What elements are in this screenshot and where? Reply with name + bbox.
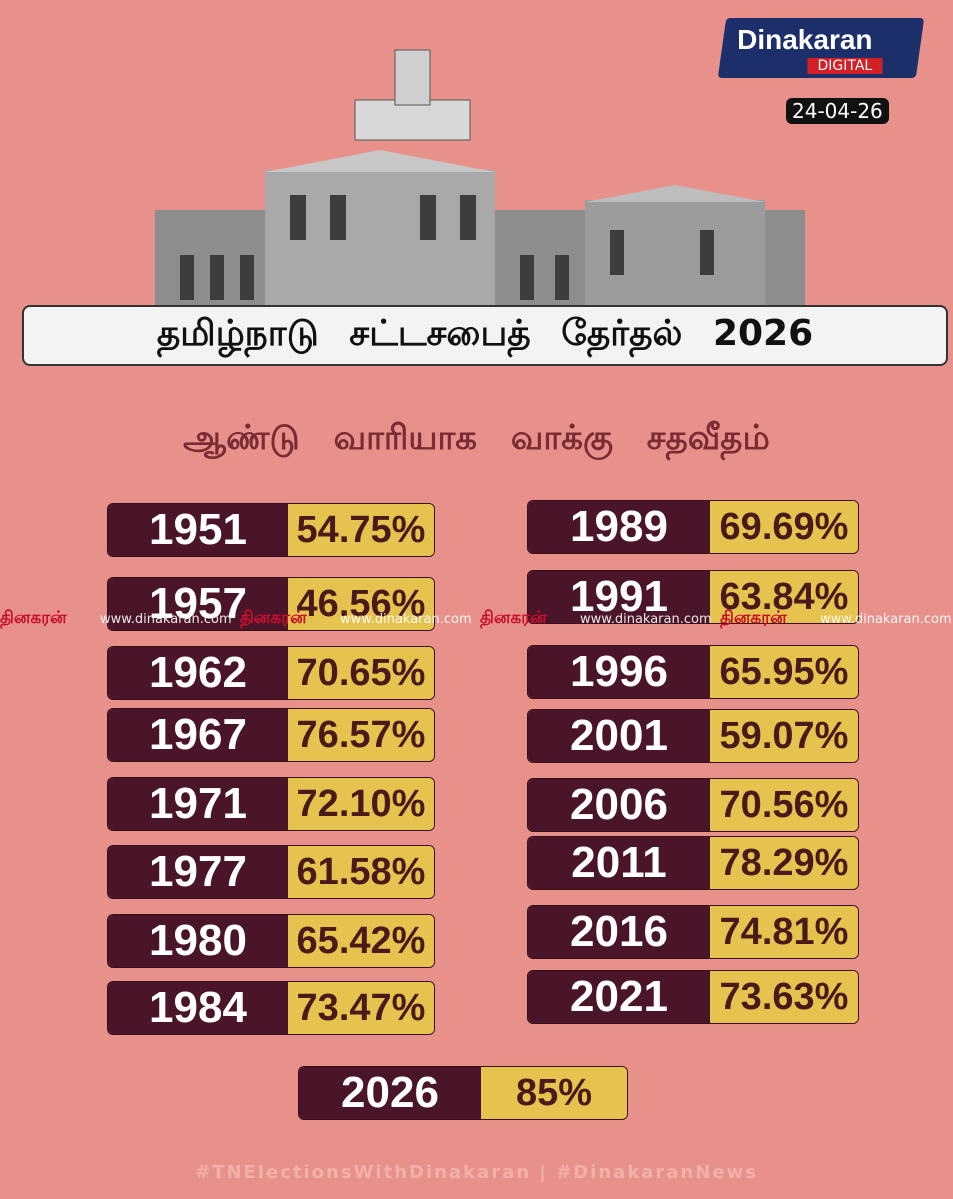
turnout-percent: 46.56% xyxy=(288,578,434,630)
year-row: 1996 65.95% xyxy=(527,645,859,699)
year-row: 1962 70.65% xyxy=(107,646,435,700)
watermark-url: www.dinakaran.com xyxy=(820,612,952,627)
turnout-percent: 63.84% xyxy=(710,571,858,623)
turnout-percent: 69.69% xyxy=(710,501,858,553)
year-row: 1984 73.47% xyxy=(107,981,435,1035)
turnout-percent: 65.95% xyxy=(710,646,858,698)
turnout-percent: 85% xyxy=(481,1067,627,1119)
watermark-brand: தினகரன் xyxy=(720,608,787,628)
turnout-percent: 73.63% xyxy=(710,971,858,1023)
watermark-url: www.dinakaran.com xyxy=(580,612,712,627)
year-row: 2006 70.56% xyxy=(527,778,859,832)
year: 2011 xyxy=(528,837,710,889)
title: தமிழ்நாடு சட்டசபைத் தேர்தல் 2026 xyxy=(22,305,948,366)
year: 2021 xyxy=(528,971,710,1023)
year: 1967 xyxy=(108,709,288,761)
watermark-brand: தினகரன் xyxy=(0,608,67,628)
year-row: 2001 59.07% xyxy=(527,709,859,763)
year: 1989 xyxy=(528,501,710,553)
year-row: 2026 85% xyxy=(298,1066,628,1120)
year-row: 1989 69.69% xyxy=(527,500,859,554)
watermark-url: www.dinakaran.com xyxy=(100,612,232,627)
year: 2016 xyxy=(528,906,710,958)
year: 1971 xyxy=(108,778,288,830)
turnout-percent: 59.07% xyxy=(710,710,858,762)
year-row: 1991 63.84% xyxy=(527,570,859,624)
year: 1977 xyxy=(108,846,288,898)
brand-logo: Dinakaran DIGITAL xyxy=(717,18,925,78)
watermark-brand: தினகரன் xyxy=(480,608,547,628)
watermark-brand: தினகரன் xyxy=(240,608,307,628)
year: 1991 xyxy=(528,571,710,623)
year: 1984 xyxy=(108,982,288,1034)
turnout-percent: 74.81% xyxy=(710,906,858,958)
turnout-percent: 54.75% xyxy=(288,504,434,556)
year: 1980 xyxy=(108,915,288,967)
year: 2001 xyxy=(528,710,710,762)
subtitle: ஆண்டு வாரியாக வாக்கு சதவீதம் xyxy=(183,418,770,458)
year-row: 1967 76.57% xyxy=(107,708,435,762)
year-row: 2016 74.81% xyxy=(527,905,859,959)
footer-hashtags: #TNElectionsWithDinakaran | #DinakaranNe… xyxy=(195,1162,758,1183)
year-row: 1957 46.56% xyxy=(107,577,435,631)
year: 2026 xyxy=(299,1067,481,1119)
year: 2006 xyxy=(528,779,710,831)
year-row: 1971 72.10% xyxy=(107,777,435,831)
turnout-percent: 72.10% xyxy=(288,778,434,830)
turnout-percent: 78.29% xyxy=(710,837,858,889)
year-row: 1980 65.42% xyxy=(107,914,435,968)
turnout-percent: 65.42% xyxy=(288,915,434,967)
year: 1951 xyxy=(108,504,288,556)
brand-sub: DIGITAL xyxy=(807,58,883,74)
turnout-percent: 70.56% xyxy=(710,779,858,831)
year: 1957 xyxy=(108,578,288,630)
date: 24-04-26 xyxy=(786,98,889,124)
watermark-url: www.dinakaran.com xyxy=(340,612,472,627)
year: 1996 xyxy=(528,646,710,698)
building-illustration xyxy=(155,49,805,305)
year-row: 1951 54.75% xyxy=(107,503,435,557)
turnout-percent: 70.65% xyxy=(288,647,434,699)
turnout-percent: 76.57% xyxy=(288,709,434,761)
brand-name: Dinakaran xyxy=(737,24,873,55)
turnout-percent: 73.47% xyxy=(288,982,434,1034)
turnout-percent: 61.58% xyxy=(288,846,434,898)
year-row: 2011 78.29% xyxy=(527,836,859,890)
year-row: 2021 73.63% xyxy=(527,970,859,1024)
year: 1962 xyxy=(108,647,288,699)
year-row: 1977 61.58% xyxy=(107,845,435,899)
